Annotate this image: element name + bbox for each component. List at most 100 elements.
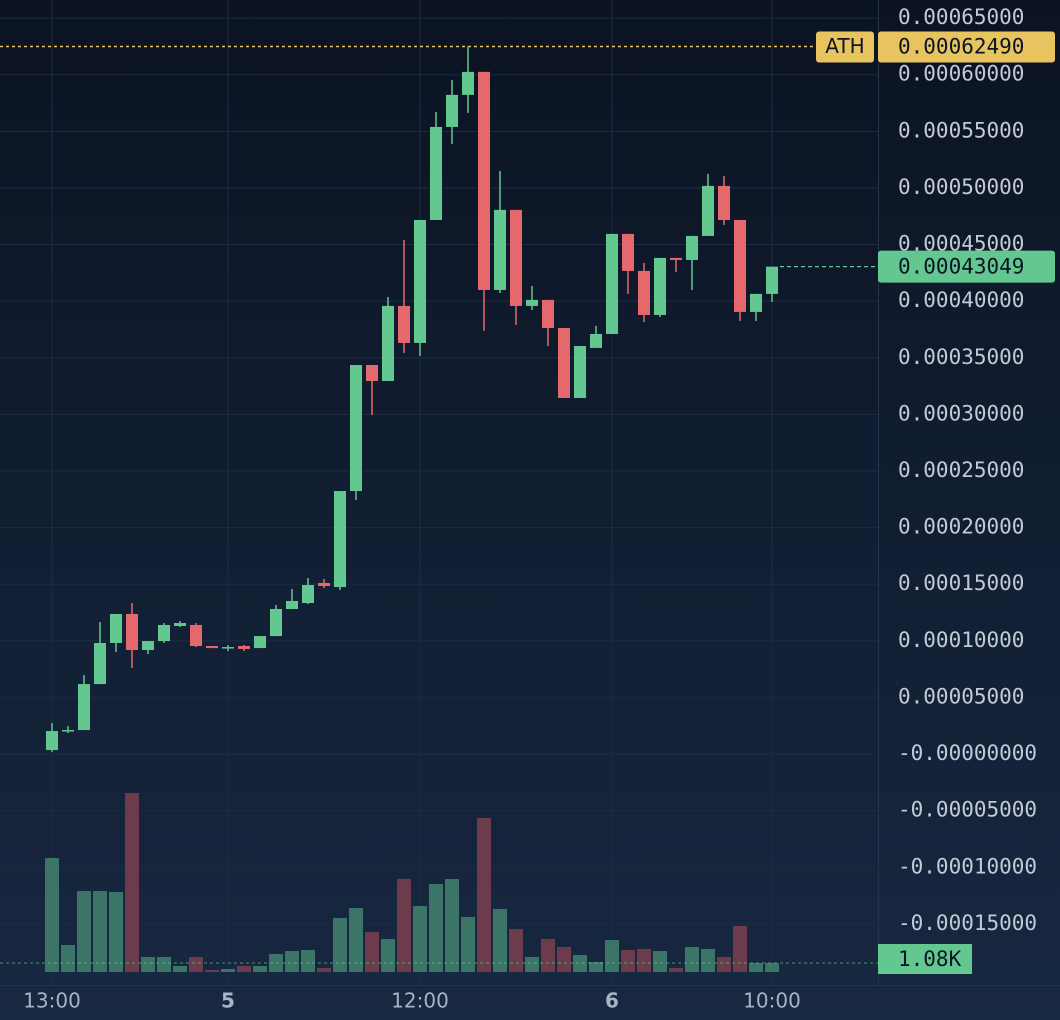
y-tick-label: 0.00005000	[898, 684, 1024, 708]
volume-bar	[125, 793, 139, 972]
volume-bar	[621, 950, 635, 972]
y-tick-label: 0.00050000	[898, 175, 1024, 199]
y-tick-label: 0.00030000	[898, 401, 1024, 425]
volume-bar	[157, 957, 171, 972]
x-tick-label: 10:00	[743, 989, 801, 1013]
candle-body	[734, 219, 746, 312]
x-tick-label: 6	[605, 989, 619, 1013]
volume-bar	[77, 891, 91, 972]
volume-bar	[765, 963, 779, 972]
volume-bar	[141, 957, 155, 972]
x-tick-label: 13:00	[23, 989, 81, 1013]
ath-tag	[816, 31, 874, 63]
volume-bar	[493, 909, 507, 972]
candle-body	[110, 613, 122, 643]
candle-body	[366, 365, 378, 381]
volume-bar	[333, 918, 347, 972]
y-tick-label: 0.00065000	[898, 5, 1024, 29]
volume-bar	[173, 966, 187, 972]
volume-bar	[349, 908, 363, 972]
volume-bar	[317, 968, 331, 972]
volume-bar	[685, 947, 699, 972]
candle-body	[158, 624, 170, 642]
x-tick-label: 5	[221, 989, 235, 1013]
candle-body	[270, 609, 282, 637]
current-price-tag	[878, 250, 1055, 283]
candle-body	[254, 636, 266, 649]
candle-body	[94, 642, 106, 685]
candle-body	[334, 491, 346, 588]
candle-body	[702, 185, 714, 236]
candle-body	[510, 209, 522, 306]
candle-body	[478, 71, 490, 290]
candle-body	[718, 185, 730, 220]
candle-body	[430, 126, 442, 220]
ath-name: ATH	[825, 34, 864, 58]
volume-bar	[221, 969, 235, 972]
current-price-label: 0.00043049	[898, 255, 1024, 279]
volume-bar	[589, 962, 603, 972]
volume-bar	[285, 951, 299, 972]
candle-body	[286, 600, 298, 610]
y-tick-label: 0.00060000	[898, 62, 1024, 86]
candle-body	[318, 582, 330, 587]
current-volume-tag	[878, 944, 972, 974]
candle-body	[558, 327, 570, 398]
volume-bar	[733, 926, 747, 972]
volume-bar	[749, 963, 763, 972]
candle-body	[302, 584, 314, 604]
volume-bar	[93, 891, 107, 972]
volume-bar	[637, 949, 651, 972]
candle-body	[174, 623, 186, 626]
volume-bar	[45, 858, 59, 972]
candle-body	[622, 233, 634, 271]
volume-bar	[573, 955, 587, 972]
y-tick-label: -0.00015000	[898, 911, 1037, 935]
candle-body	[398, 305, 410, 343]
volume-bar	[397, 879, 411, 972]
candle-body	[494, 209, 506, 290]
y-tick-label: 0.00040000	[898, 288, 1024, 312]
volume-bar	[365, 932, 379, 972]
candle-body	[766, 266, 778, 294]
candle-body	[590, 333, 602, 348]
current-volume-label: 1.08K	[898, 947, 962, 971]
candle-body	[46, 731, 58, 751]
volume-bar	[541, 939, 555, 972]
candle-body	[238, 646, 250, 649]
volume-bar	[701, 949, 715, 972]
y-tick-label: 0.00035000	[898, 345, 1024, 369]
y-tick-label: -0.00005000	[898, 798, 1037, 822]
candle-body	[414, 219, 426, 343]
volume-bar	[461, 917, 475, 972]
y-tick-label: 0.00055000	[898, 118, 1024, 142]
candle-body	[190, 624, 202, 647]
candle-body	[542, 299, 554, 328]
candle-body	[126, 613, 138, 650]
volume-bar	[109, 892, 123, 972]
volume-bar	[509, 929, 523, 972]
candle-body	[638, 270, 650, 315]
candle-body	[686, 235, 698, 260]
volume-bar	[525, 957, 539, 972]
candle-body	[62, 730, 74, 732]
candle-body	[462, 71, 474, 95]
volume-bar	[61, 945, 75, 972]
volume-bar	[445, 879, 459, 972]
ath-value: 0.00062490	[898, 35, 1024, 59]
volume-bar	[669, 968, 683, 972]
volume-bar	[557, 947, 571, 972]
volume-bar	[237, 966, 251, 972]
ath-value-tag	[878, 31, 1055, 63]
volume-bar	[605, 940, 619, 972]
candle-body	[78, 684, 90, 731]
candle-body	[350, 365, 362, 492]
candle-body	[446, 94, 458, 127]
y-tick-label: 0.00020000	[898, 515, 1024, 539]
candle-body	[222, 647, 234, 649]
y-tick-label: 0.00015000	[898, 571, 1024, 595]
candle-body	[654, 257, 666, 315]
